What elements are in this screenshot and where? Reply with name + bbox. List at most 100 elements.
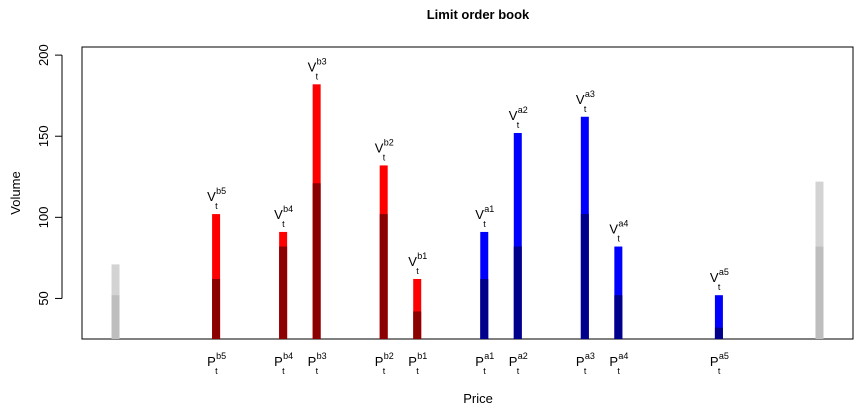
- price-label-a1-subscript: t: [483, 366, 486, 376]
- ask-volume-bar-a4: [614, 246, 623, 339]
- volume-label-a3-superscript: a3: [585, 89, 595, 99]
- y-axis-label: Volume: [8, 171, 23, 214]
- volume-label-a1-subscript: t: [483, 219, 486, 229]
- price-label-a5-subscript: t: [718, 366, 721, 376]
- volume-label-b3-base: V: [308, 59, 317, 74]
- price-label-b5-base: P: [207, 354, 216, 369]
- bid-volume-bar-b1: [413, 278, 422, 339]
- bid-hidden-volume-bar-b5: [212, 278, 221, 339]
- volume-label-a4-subscript: t: [617, 234, 620, 244]
- price-label-a2-base: P: [509, 354, 518, 369]
- volume-label-b4-subscript: t: [282, 219, 285, 229]
- volume-label-b3-superscript: b3: [317, 56, 327, 66]
- volume-label-a4-base: V: [609, 222, 618, 237]
- volume-label-b4-superscript: b4: [283, 204, 293, 214]
- price-label-a1-superscript: a1: [484, 351, 494, 361]
- bid-volume-bar-b5: [212, 214, 221, 339]
- ask-hidden-volume-bar-a2: [513, 246, 522, 339]
- price-label-a1-base: P: [475, 354, 484, 369]
- price-label-b1-base: P: [408, 354, 417, 369]
- price-label-b3-subscript: t: [316, 366, 319, 376]
- price-label-a4-base: P: [609, 354, 618, 369]
- volume-label-a1-superscript: a1: [484, 204, 494, 214]
- ask-hidden-volume-bar-a5: [714, 327, 723, 339]
- price-label-a4-subscript: t: [617, 366, 620, 376]
- bid-hidden-volume-bar-b3: [312, 183, 321, 339]
- plot-frame: [81, 46, 854, 340]
- volume-label-a4-superscript: a4: [618, 219, 628, 229]
- price-label-b2-subscript: t: [383, 366, 386, 376]
- bid-hidden-volume-bar-b2: [379, 214, 388, 339]
- volume-label-a5-subscript: t: [718, 282, 721, 292]
- volume-label-b2-superscript: b2: [384, 137, 394, 147]
- ask-hidden-volume-bar-a1: [480, 278, 489, 339]
- volume-label-a2-superscript: a2: [518, 105, 528, 115]
- bid-hidden-volume-bar-b1: [413, 311, 422, 339]
- price-label-b4-subscript: t: [282, 366, 285, 376]
- y-tick-label: 50: [36, 291, 51, 305]
- y-tick-label: 200: [36, 44, 51, 66]
- volume-label-b2-base: V: [375, 140, 384, 155]
- bid-hidden-volume-bar-b4: [279, 246, 288, 339]
- price-label-a4-superscript: a4: [618, 351, 628, 361]
- price-label-b4-base: P: [274, 354, 283, 369]
- price-label-b5-subscript: t: [215, 366, 218, 376]
- bars-layer: [111, 84, 824, 339]
- price-label-a5-base: P: [710, 354, 719, 369]
- volume-label-b5-base: V: [207, 189, 216, 204]
- volume-label-a2-subscript: t: [517, 120, 520, 130]
- price-label-b2-base: P: [375, 354, 384, 369]
- volume-label-a1-base: V: [475, 207, 484, 222]
- volume-label-a5-base: V: [710, 270, 719, 285]
- volume-label-b5-subscript: t: [215, 201, 218, 211]
- price-label-a5-superscript: a5: [719, 351, 729, 361]
- ask-volume-bar-a2: [513, 132, 522, 339]
- price-label-a3-base: P: [576, 354, 585, 369]
- volume-label-b4-base: V: [274, 207, 283, 222]
- volume-label-a2-base: V: [509, 108, 518, 123]
- price-label-a3-subscript: t: [584, 366, 587, 376]
- price-label-a2-subscript: t: [517, 366, 520, 376]
- price-label-a3-superscript: a3: [585, 351, 595, 361]
- price-label-b3-superscript: b3: [317, 351, 327, 361]
- y-tick-label: 150: [36, 125, 51, 147]
- outside-hidden-volume-bar: [111, 295, 120, 339]
- volume-label-a3-base: V: [576, 92, 585, 107]
- price-label-a2-superscript: a2: [518, 351, 528, 361]
- x-axis-label: Price: [463, 391, 493, 406]
- y-tick-label: 100: [36, 206, 51, 228]
- price-label-b5-superscript: b5: [216, 351, 226, 361]
- y-axis: 50 100 150 200: [36, 44, 63, 306]
- volume-label-b2-subscript: t: [383, 152, 386, 162]
- volume-label-b1-subscript: t: [416, 266, 419, 276]
- volume-label-b1-superscript: b1: [417, 251, 427, 261]
- volume-label-a5-superscript: a5: [719, 267, 729, 277]
- price-label-b3-base: P: [308, 354, 317, 369]
- price-label-b2-superscript: b2: [384, 351, 394, 361]
- ask-hidden-volume-bar-a4: [614, 295, 623, 339]
- price-label-b1-superscript: b1: [417, 351, 427, 361]
